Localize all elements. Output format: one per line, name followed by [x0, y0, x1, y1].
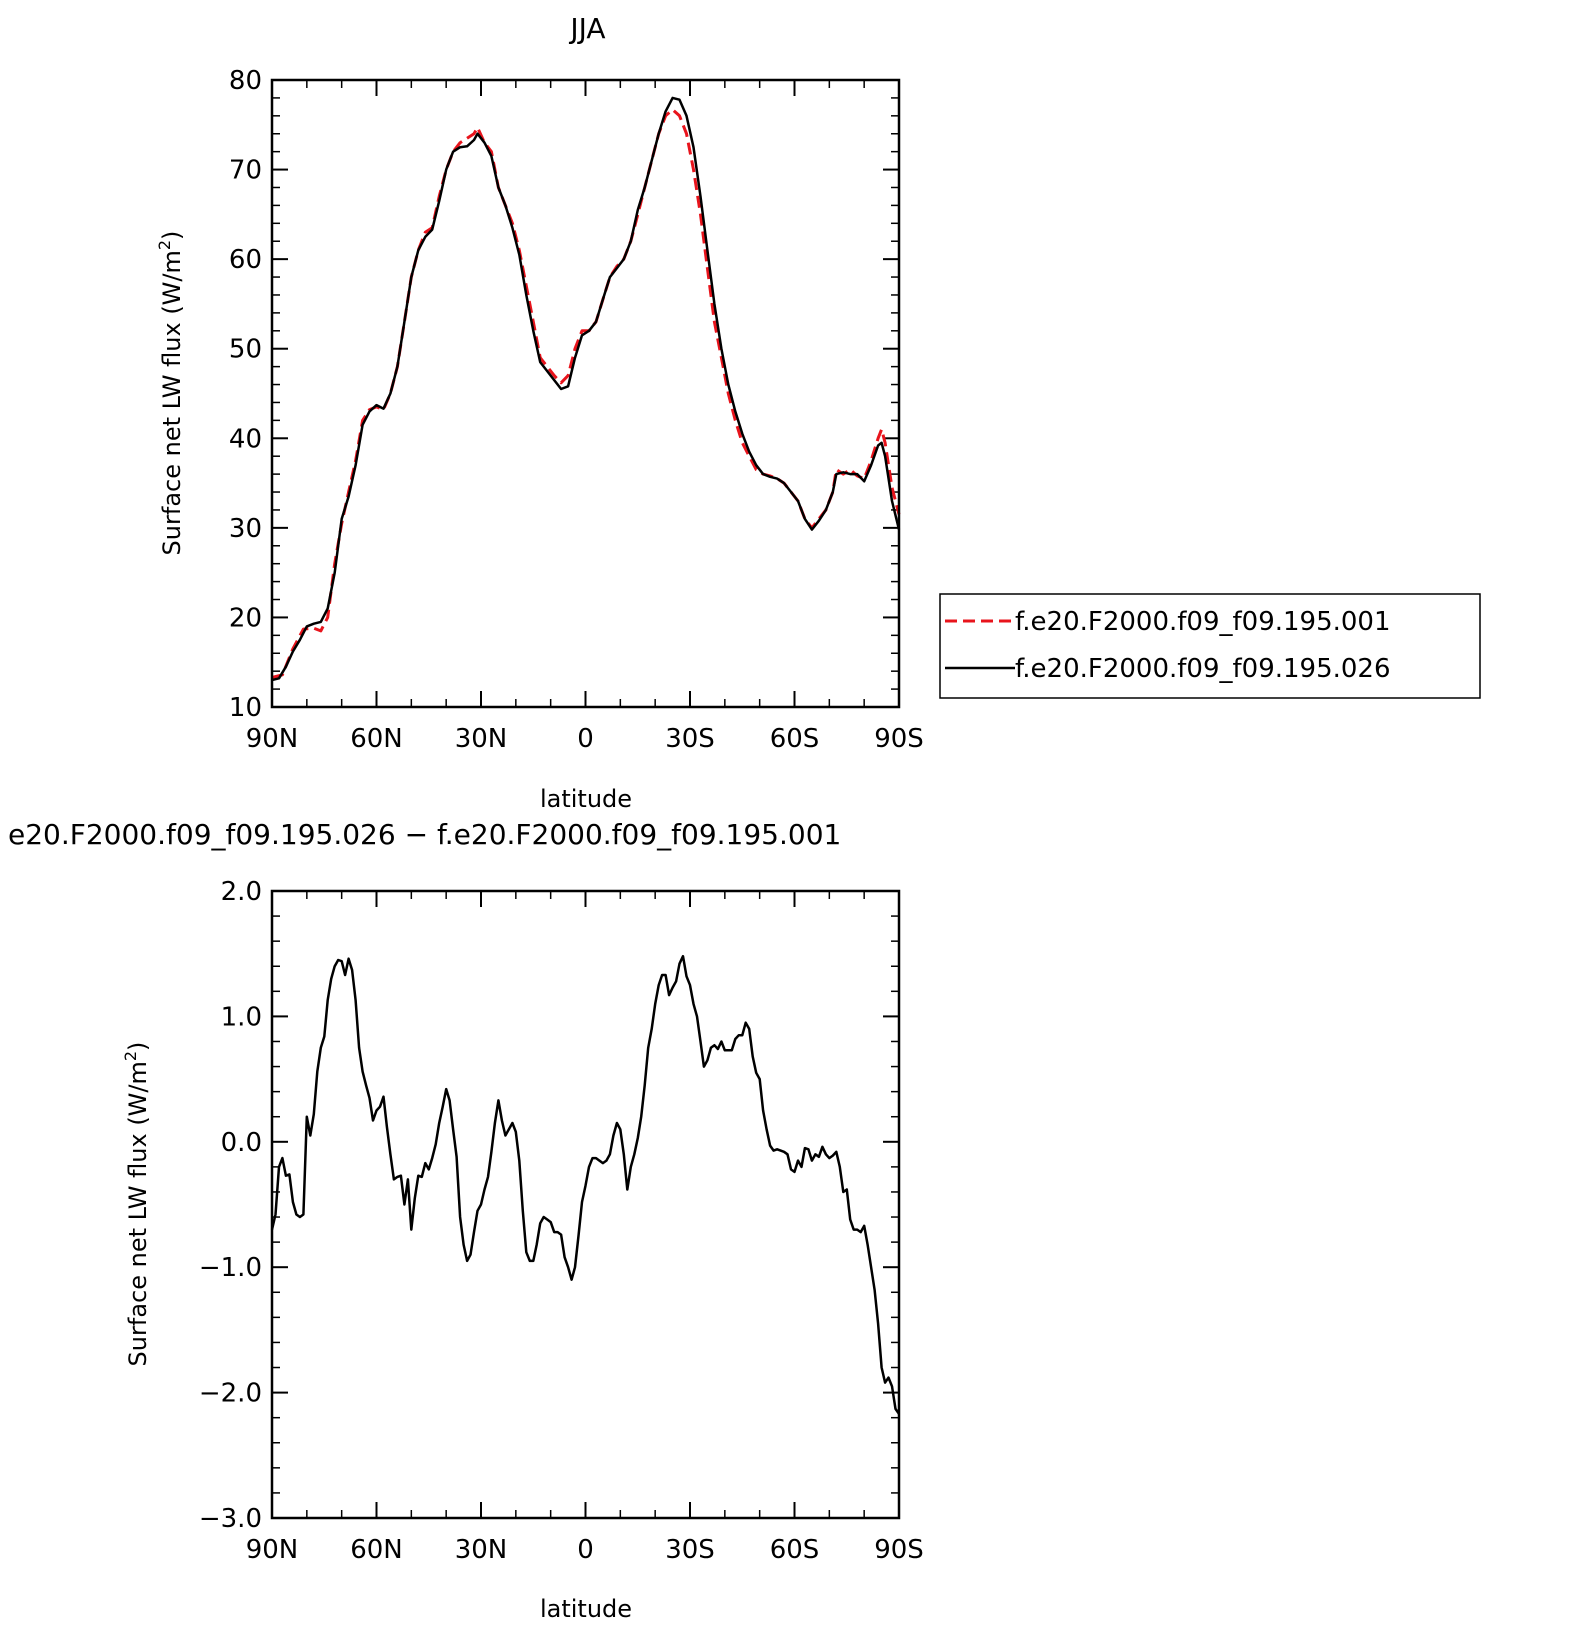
bottom-xtick-label-4: 30S: [665, 1535, 715, 1565]
top-tick-labels: 10 20 30 40 50 60 70 80 90N 60N 30N 0 30S 60S 90S: [229, 66, 924, 754]
top-ytick-label-0: 10: [229, 693, 262, 723]
top-legend: f.e20.F2000.f09_f09.195.001 f.e20.F2000.…: [939, 593, 1481, 699]
top-ytick-label-3: 40: [229, 424, 262, 454]
top-xtick-label-5: 60S: [770, 724, 820, 754]
bottom-x-axis-label: latitude: [540, 1595, 632, 1623]
top-ytick-label-2: 30: [229, 514, 262, 544]
bottom-xtick-label-6: 90S: [874, 1535, 924, 1565]
bottom-ytick-label-1: −2.0: [199, 1379, 262, 1409]
top-xtick-label-4: 30S: [665, 724, 715, 754]
top-plot-frame: [270, 78, 901, 709]
bottom-xtick-label-2: 30N: [455, 1535, 508, 1565]
top-ytick-label-1: 20: [229, 603, 262, 633]
legend-box: [939, 593, 1481, 699]
bottom-y-axis-label-tail: ): [124, 1042, 152, 1051]
bottom-xtick-label-0: 90N: [246, 1535, 299, 1565]
bottom-xtick-label-1: 60N: [350, 1535, 403, 1565]
bottom-y-axis-label-sup: 2: [121, 1051, 140, 1061]
top-ytick-label-5: 60: [229, 245, 262, 275]
top-y-axis-label-sup: 2: [155, 240, 174, 250]
top-chart-title: JJA: [568, 12, 605, 45]
legend-label-series-1: f.e20.F2000.f09_f09.195.001: [1015, 607, 1391, 637]
bottom-xtick-label-5: 60S: [770, 1535, 820, 1565]
bottom-line-chart: e20.F2000.f09_f09.195.026 − f.e20.F2000.…: [8, 818, 924, 1623]
top-y-axis-label: Surface net LW flux (W/m2): [155, 231, 186, 556]
bottom-ytick-label-3: 0.0: [221, 1128, 262, 1158]
top-ytick-label-4: 50: [229, 335, 262, 365]
top-xtick-label-1: 60N: [350, 724, 403, 754]
bottom-chart-title: e20.F2000.f09_f09.195.026 − f.e20.F2000.…: [8, 818, 841, 851]
bottom-ytick-label-4: 1.0: [221, 1002, 262, 1032]
bottom-ytick-label-2: −1.0: [199, 1253, 262, 1283]
bottom-ytick-label-0: −3.0: [199, 1504, 262, 1534]
bottom-series-line-1: [270, 954, 901, 1415]
bottom-tick-labels: −3.0 −2.0 −1.0 0.0 1.0 2.0 90N 60N 30N 0 30S 60S 90S: [199, 877, 924, 1565]
top-axes-ticks: [271, 79, 900, 708]
bottom-plot-frame: [270, 889, 901, 1520]
top-y-axis-label-main: Surface net LW flux (W/m: [158, 250, 186, 555]
top-xtick-label-2: 30N: [455, 724, 508, 754]
top-y-axis-label-tail: ): [158, 231, 186, 240]
top-ytick-label-7: 80: [229, 66, 262, 96]
top-series-line-2: [271, 96, 901, 682]
top-xtick-label-3: 0: [577, 724, 594, 754]
bottom-y-axis-label-main: Surface net LW flux (W/m: [124, 1061, 152, 1366]
legend-label-series-2: f.e20.F2000.f09_f09.195.026: [1015, 654, 1391, 684]
top-xtick-label-0: 90N: [246, 724, 299, 754]
bottom-xtick-label-3: 0: [577, 1535, 594, 1565]
bottom-axes-ticks: [271, 890, 900, 1519]
top-series-group: [271, 96, 901, 682]
bottom-y-axis-label: Surface net LW flux (W/m2): [121, 1042, 152, 1367]
top-ytick-label-6: 70: [229, 156, 262, 186]
top-series-line-1: [271, 108, 901, 679]
top-x-axis-label: latitude: [540, 785, 632, 813]
top-xtick-label-6: 90S: [874, 724, 924, 754]
bottom-ytick-label-5: 2.0: [221, 877, 262, 907]
bottom-series-group: [270, 954, 901, 1415]
